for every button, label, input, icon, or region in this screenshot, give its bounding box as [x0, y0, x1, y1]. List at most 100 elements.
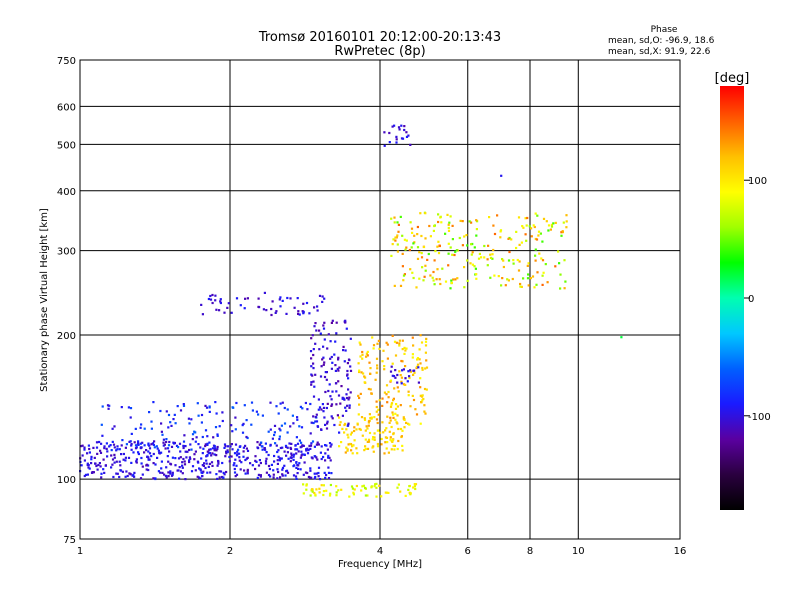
- data-point: [419, 212, 422, 215]
- data-point: [404, 494, 407, 497]
- data-point: [289, 460, 292, 463]
- data-point: [419, 386, 422, 389]
- data-point: [377, 413, 380, 416]
- data-point: [314, 416, 317, 419]
- data-point: [491, 253, 494, 256]
- data-point: [371, 336, 374, 339]
- data-point: [223, 473, 226, 476]
- data-point: [277, 470, 280, 474]
- data-point: [382, 349, 385, 352]
- data-point: [291, 414, 294, 417]
- data-point: [137, 452, 140, 456]
- data-point: [374, 483, 377, 486]
- data-point: [420, 234, 423, 238]
- data-point: [111, 427, 114, 430]
- data-point: [478, 252, 481, 255]
- data-point: [382, 431, 385, 434]
- data-point: [302, 492, 305, 495]
- data-point: [422, 397, 425, 401]
- data-point: [389, 370, 393, 373]
- data-point: [169, 472, 172, 475]
- data-point: [198, 467, 201, 470]
- y-tick-label: 750: [57, 56, 76, 67]
- data-point: [254, 467, 257, 471]
- data-point: [83, 474, 86, 478]
- data-point: [411, 231, 414, 234]
- data-point: [274, 442, 277, 445]
- data-point: [312, 421, 315, 425]
- data-point: [397, 439, 400, 443]
- data-point: [361, 485, 364, 488]
- data-point: [471, 263, 474, 266]
- data-point: [386, 343, 389, 346]
- data-point: [159, 471, 162, 474]
- data-point: [164, 474, 167, 477]
- data-point: [420, 395, 424, 398]
- data-point: [411, 336, 414, 339]
- data-point: [384, 441, 387, 444]
- data-point: [152, 452, 155, 456]
- data-point: [256, 446, 259, 449]
- data-point: [620, 336, 623, 339]
- data-point: [438, 278, 441, 281]
- data-point: [416, 225, 419, 229]
- data-point: [369, 416, 372, 420]
- grid-lines: [80, 60, 680, 539]
- data-point: [215, 449, 218, 452]
- data-point: [394, 354, 398, 357]
- data-point: [329, 492, 332, 495]
- x-tick-label: 8: [527, 546, 533, 557]
- data-point: [368, 361, 371, 364]
- data-point: [366, 354, 369, 357]
- data-point: [358, 427, 361, 431]
- data-point: [209, 448, 212, 451]
- data-point: [196, 475, 199, 478]
- data-point: [143, 427, 146, 430]
- data-point: [265, 451, 268, 454]
- data-point: [211, 293, 214, 297]
- data-point: [231, 448, 234, 451]
- data-point: [399, 284, 403, 287]
- data-point: [463, 286, 466, 289]
- data-point: [207, 465, 210, 468]
- data-point: [303, 453, 306, 456]
- data-point: [395, 421, 398, 424]
- data-point: [274, 311, 277, 314]
- data-point: [355, 484, 358, 488]
- data-point: [419, 362, 422, 365]
- data-point: [272, 469, 275, 472]
- data-point: [210, 461, 214, 464]
- data-point: [196, 402, 199, 405]
- data-point: [317, 466, 321, 469]
- x-tick-label: 16: [674, 546, 687, 557]
- data-point: [396, 405, 399, 408]
- data-point: [116, 445, 119, 448]
- data-point: [480, 256, 483, 259]
- data-point: [452, 278, 455, 281]
- data-point: [242, 446, 245, 449]
- data-point: [299, 405, 302, 408]
- data-point: [404, 349, 407, 352]
- plot-frame: [79, 59, 681, 540]
- data-point: [255, 410, 258, 413]
- data-point: [233, 452, 237, 455]
- data-point: [328, 494, 332, 497]
- data-point: [456, 277, 459, 280]
- data-point: [135, 458, 138, 461]
- data-point: [327, 454, 330, 457]
- data-point: [133, 475, 136, 478]
- data-point: [183, 463, 187, 466]
- data-point: [190, 448, 193, 451]
- data-point: [381, 397, 384, 400]
- data-point: [201, 452, 204, 455]
- data-point: [358, 341, 361, 344]
- data-point: [370, 486, 373, 489]
- data-point: [545, 220, 548, 223]
- data-point: [316, 309, 319, 312]
- data-point: [374, 378, 377, 381]
- data-point: [285, 470, 288, 473]
- data-point: [390, 402, 394, 405]
- data-point: [359, 343, 362, 346]
- data-point: [341, 427, 344, 430]
- data-point: [257, 305, 260, 308]
